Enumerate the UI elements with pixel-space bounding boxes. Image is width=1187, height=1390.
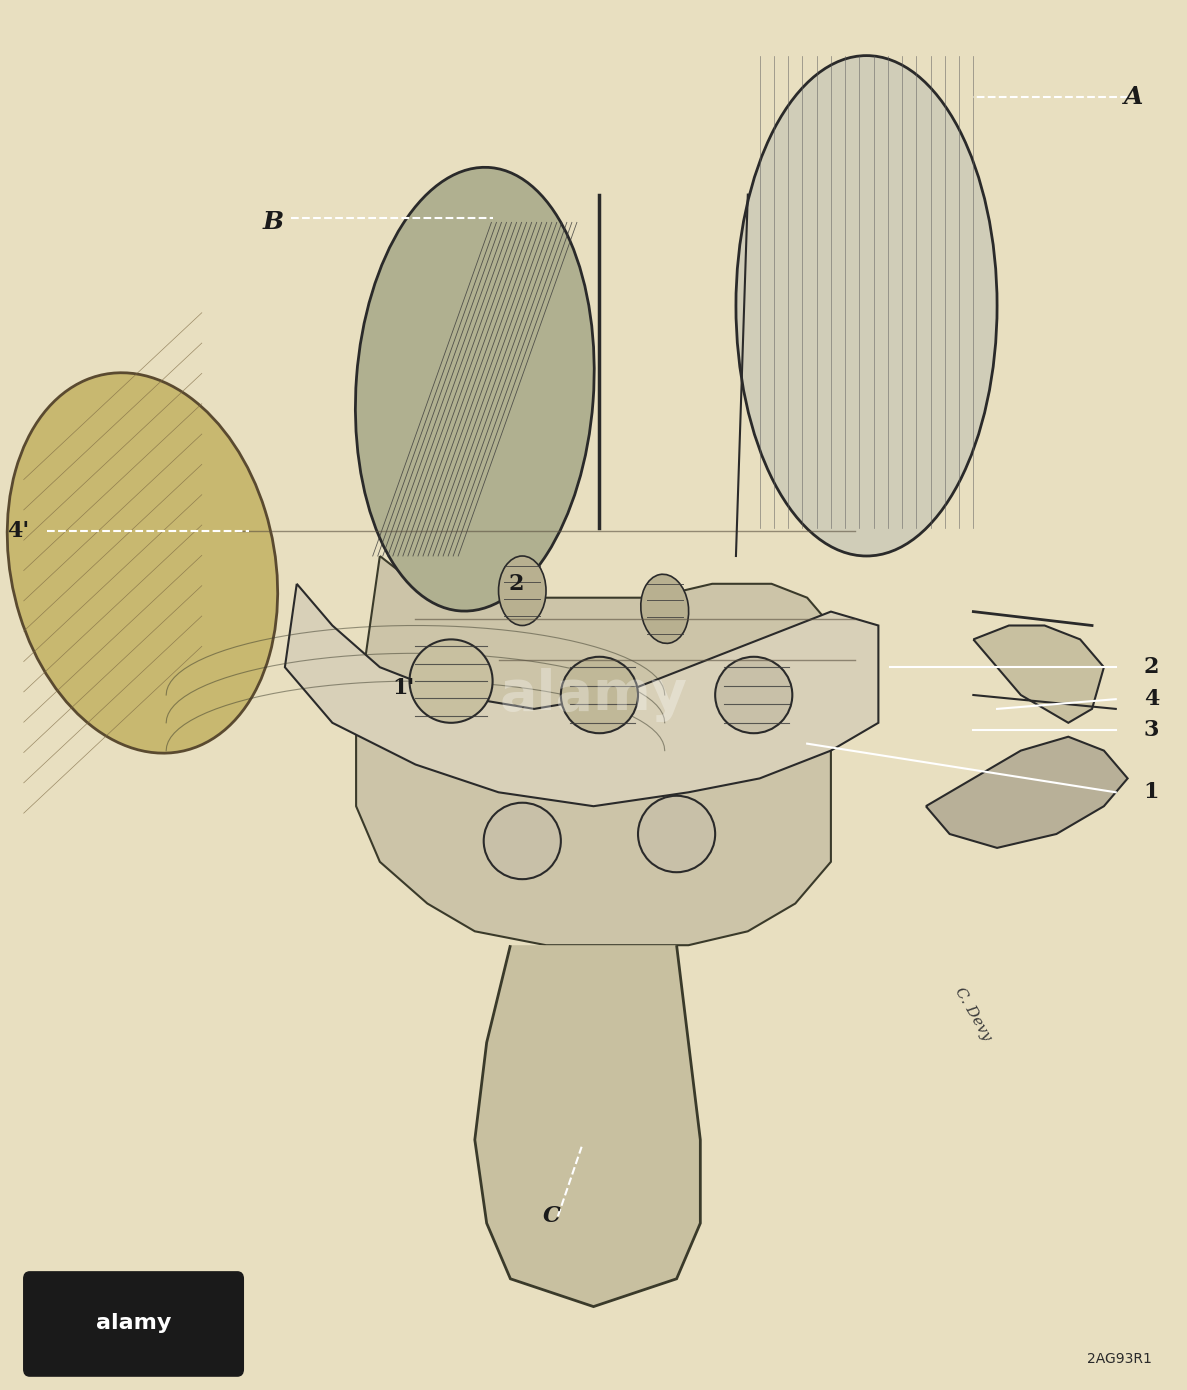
FancyBboxPatch shape (24, 1272, 243, 1376)
Ellipse shape (637, 795, 715, 873)
Ellipse shape (410, 639, 493, 723)
Text: alamy: alamy (96, 1314, 172, 1333)
Ellipse shape (499, 556, 546, 626)
Text: 4: 4 (1144, 688, 1159, 710)
Ellipse shape (715, 657, 793, 734)
Ellipse shape (355, 167, 595, 612)
Ellipse shape (736, 56, 997, 556)
Text: alamy: alamy (500, 669, 687, 721)
Text: 1: 1 (1143, 781, 1160, 803)
PathPatch shape (285, 584, 878, 806)
Ellipse shape (641, 574, 688, 644)
Text: B: B (262, 210, 284, 235)
Text: C: C (544, 1205, 560, 1227)
Text: 2: 2 (1143, 656, 1160, 678)
Ellipse shape (484, 802, 560, 880)
PathPatch shape (475, 945, 700, 1307)
Text: 1': 1' (393, 677, 414, 699)
Text: A: A (1124, 85, 1143, 110)
PathPatch shape (356, 556, 831, 945)
Ellipse shape (561, 657, 639, 734)
Ellipse shape (7, 373, 278, 753)
Text: 4': 4' (7, 520, 28, 542)
PathPatch shape (973, 626, 1104, 723)
Text: 2: 2 (508, 573, 525, 595)
Text: 3: 3 (1144, 719, 1159, 741)
Text: 2AG93R1: 2AG93R1 (1086, 1352, 1151, 1366)
PathPatch shape (926, 737, 1128, 848)
Text: C. Devy: C. Devy (952, 986, 995, 1044)
